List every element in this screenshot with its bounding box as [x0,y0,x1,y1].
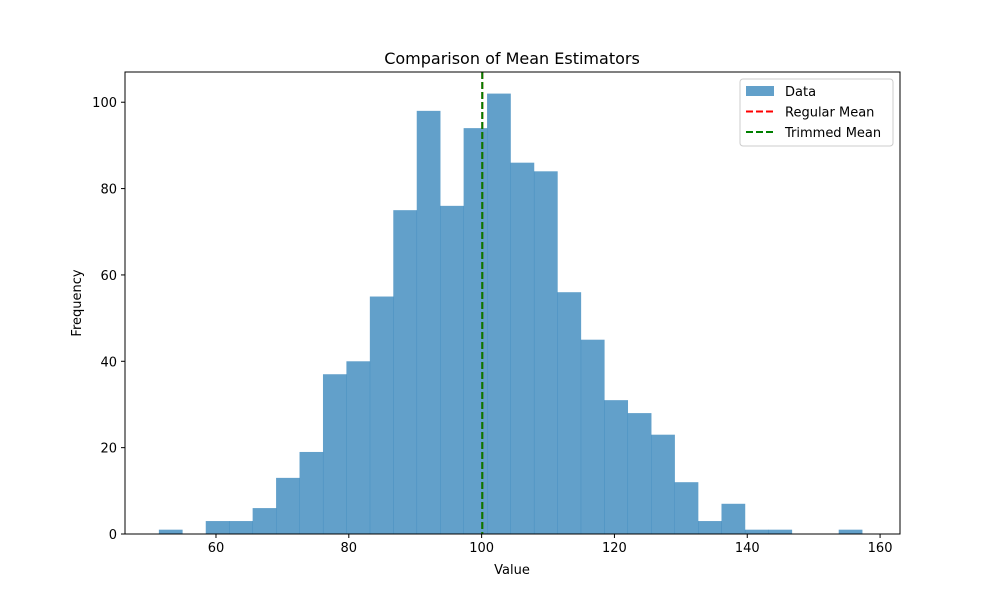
histogram-bar [322,374,347,534]
y-tick-label: 100 [92,96,117,111]
bars-group [158,93,863,535]
x-axis-ticks: 60 80 100 120 140 160 [208,534,893,556]
x-tick-label: 160 [868,541,893,556]
histogram-bar [276,477,300,534]
legend-swatch-data [746,86,774,96]
legend-box [739,78,894,147]
histogram-bar [416,110,441,535]
x-tick-label: 100 [469,541,494,556]
y-tick-label: 40 [100,355,117,370]
histogram-bar [252,508,277,534]
histogram-bar [510,162,535,535]
histogram-bar [369,296,394,534]
histogram-bar [674,482,699,534]
histogram-bar [440,205,464,534]
y-tick-label: 80 [100,183,117,198]
histogram-bar [229,521,253,534]
histogram-bar [533,171,558,534]
histogram-bar [158,529,183,534]
histogram-bar [557,292,582,534]
legend: Data Regular Mean Trimmed Mean [739,78,894,147]
histogram-bar [346,361,371,534]
histogram-bar [205,521,230,534]
chart-title: Comparison of Mean Estimators [384,49,640,68]
plot-frame [124,71,901,535]
histogram-bar [838,529,863,534]
y-tick-label: 60 [100,269,117,284]
histogram-bar [463,128,488,534]
x-tick-label: 60 [208,541,225,556]
histogram-bar [698,521,722,534]
histogram-bar [768,529,793,534]
x-tick-label: 140 [735,541,760,556]
x-tick-label: 80 [341,541,358,556]
histogram-bar [580,339,605,534]
x-axis-label: Value [494,563,530,578]
legend-label: Data [785,85,816,100]
histogram-bar [393,210,418,535]
histogram-bar [744,529,769,534]
histogram-bar [651,434,675,534]
legend-label: Regular Mean [785,106,874,121]
y-tick-label: 20 [100,442,117,457]
histogram-bar [627,413,652,534]
y-axis-label: Frequency [70,269,85,336]
histogram-bar [604,400,629,534]
y-axis-ticks: 0 20 40 60 80 100 [92,96,125,543]
y-tick-label: 0 [109,528,117,543]
x-tick-label: 120 [602,541,627,556]
legend-label: Trimmed Mean [784,126,881,141]
histogram-bar [721,503,746,534]
histogram-bar [487,93,511,534]
histogram-bar [299,451,324,534]
